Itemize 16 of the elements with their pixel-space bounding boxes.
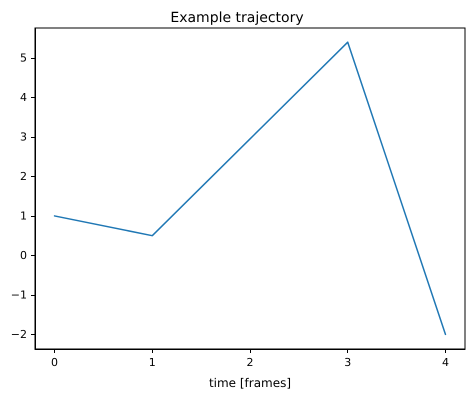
y-tick-label: 1	[20, 209, 27, 222]
y-tick-label: 3	[20, 130, 27, 144]
y-tick-label: 0	[20, 248, 27, 262]
chart-title: Example trajectory	[170, 10, 304, 26]
x-axis-title: time [frames]	[208, 376, 292, 390]
y-tick-label: 4	[20, 90, 27, 104]
x-tick-label: 2	[246, 356, 254, 369]
x-tick-label: 4	[442, 356, 449, 369]
y-tick-label: −1	[10, 288, 27, 302]
y-tick-label: 5	[20, 52, 27, 65]
x-tick-label: 3	[344, 356, 352, 369]
x-tick-label: 1	[148, 356, 156, 369]
line-series	[54, 41, 446, 336]
y-tick-label: −2	[10, 328, 27, 341]
y-tick-label: 2	[20, 170, 27, 183]
x-tick-label: 0	[51, 356, 58, 369]
